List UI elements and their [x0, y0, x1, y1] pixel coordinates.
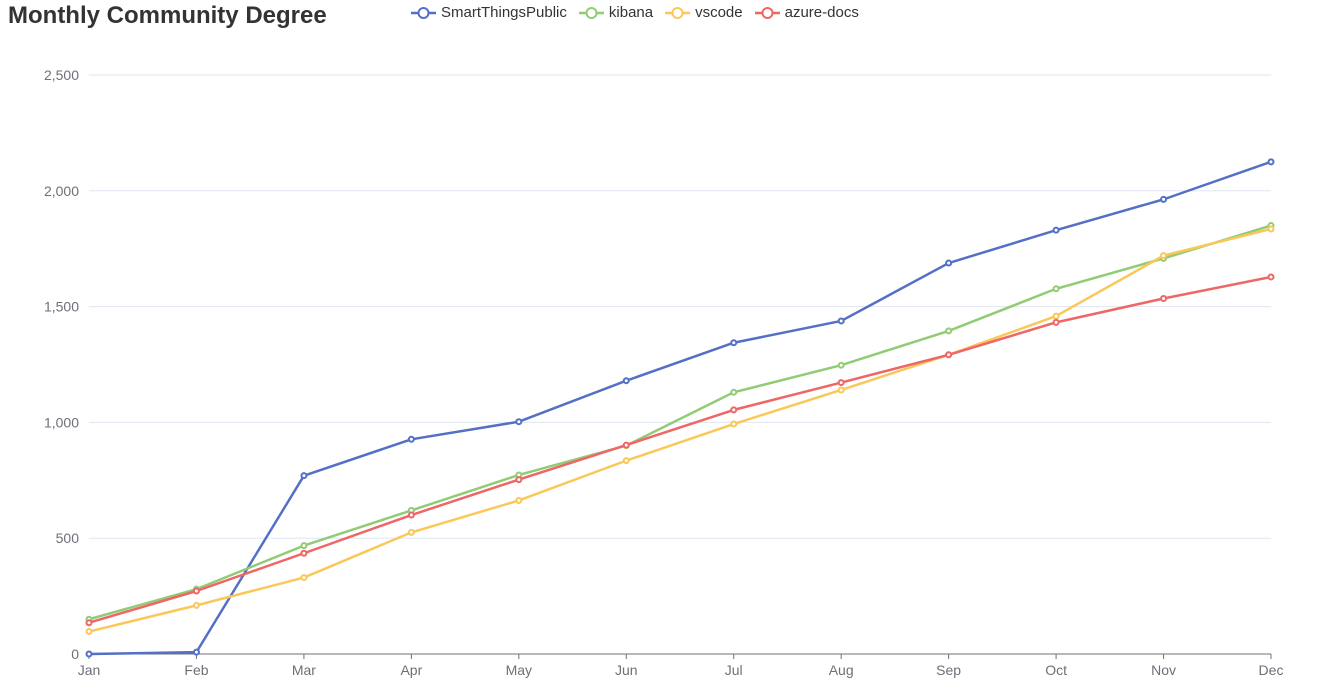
data-point-smartthingspublic: [85, 650, 93, 658]
data-point-smartthingspublic: [192, 648, 200, 656]
x-tick-label: Nov: [1151, 662, 1176, 678]
legend-label: SmartThingsPublic: [441, 4, 567, 21]
legend-item-kibana[interactable]: kibana: [578, 4, 654, 21]
legend-item-vscode[interactable]: vscode: [665, 4, 743, 21]
legend-line-icon: [578, 6, 604, 19]
legend-label: kibana: [608, 4, 654, 21]
data-point-azure-docs: [515, 476, 523, 484]
chart-title: Monthly Community Degree: [8, 2, 327, 29]
x-tick-label: Mar: [292, 662, 316, 678]
data-point-smartthingspublic: [945, 259, 953, 267]
data-point-azure-docs: [837, 379, 845, 387]
data-point-azure-docs: [192, 587, 200, 595]
data-point-vscode: [622, 457, 630, 465]
series-line-vscode: [88, 227, 1272, 633]
x-tick-label: Aug: [829, 662, 854, 678]
legend-label: vscode: [695, 4, 743, 21]
data-point-azure-docs: [85, 619, 93, 627]
legend-line-icon: [411, 6, 436, 19]
x-tick-label: Sep: [936, 662, 961, 678]
data-point-kibana: [730, 388, 738, 396]
series-line-azure-docs: [88, 275, 1272, 624]
data-point-vscode: [837, 386, 845, 394]
x-tick-label: Apr: [400, 662, 422, 678]
legend: SmartThingsPublic kibana vscode azure-docs: [411, 4, 871, 21]
data-point-azure-docs: [622, 441, 630, 449]
data-point-azure-docs: [730, 406, 738, 414]
data-point-smartthingspublic: [407, 435, 415, 443]
y-tick-label: 500: [56, 530, 80, 546]
data-point-smartthingspublic: [837, 317, 845, 325]
data-point-smartthingspublic: [1160, 195, 1168, 203]
x-tick-label: Feb: [184, 662, 208, 678]
legend-label: azure-docs: [784, 4, 859, 21]
data-point-smartthingspublic: [1052, 226, 1060, 234]
data-point-azure-docs: [1052, 318, 1060, 326]
data-point-smartthingspublic: [1267, 158, 1275, 166]
data-point-vscode: [515, 496, 523, 504]
legend-line-icon: [754, 6, 780, 19]
data-point-vscode: [1267, 225, 1275, 233]
x-tick-label: Jul: [725, 662, 743, 678]
data-point-azure-docs: [1267, 273, 1275, 281]
data-point-smartthingspublic: [300, 472, 308, 480]
y-tick-label: 2,500: [44, 67, 79, 83]
data-point-kibana: [300, 542, 308, 550]
series-line-smartthingspublic: [88, 160, 1272, 656]
data-point-azure-docs: [407, 511, 415, 519]
x-tick-label: Dec: [1259, 662, 1284, 678]
data-point-vscode: [192, 601, 200, 609]
data-point-vscode: [300, 574, 308, 582]
x-tick-label: May: [506, 662, 532, 678]
data-point-vscode: [1160, 252, 1168, 260]
x-tick-label: Oct: [1045, 662, 1067, 678]
data-point-kibana: [837, 361, 845, 369]
data-point-azure-docs: [945, 351, 953, 359]
data-point-smartthingspublic: [622, 377, 630, 385]
data-point-vscode: [1052, 312, 1060, 320]
legend-line-icon: [665, 6, 691, 19]
series-line-kibana: [88, 224, 1272, 621]
x-tick-label: Jun: [615, 662, 638, 678]
data-point-kibana: [1052, 285, 1060, 293]
y-tick-label: 1,500: [44, 299, 79, 315]
data-point-vscode: [730, 420, 738, 428]
y-tick-label: 1,000: [44, 414, 79, 430]
legend-item-smartthingspublic[interactable]: SmartThingsPublic: [411, 4, 567, 21]
data-point-azure-docs: [1160, 294, 1168, 302]
legend-item-azure-docs[interactable]: azure-docs: [754, 4, 859, 21]
data-point-azure-docs: [300, 549, 308, 557]
data-point-smartthingspublic: [515, 418, 523, 426]
data-point-kibana: [945, 327, 953, 335]
y-tick-label: 2,000: [44, 183, 79, 199]
x-tick-label: Jan: [78, 662, 101, 678]
data-point-vscode: [407, 528, 415, 536]
y-tick-label: 0: [71, 646, 79, 662]
data-point-smartthingspublic: [730, 339, 738, 347]
data-point-vscode: [85, 628, 93, 636]
